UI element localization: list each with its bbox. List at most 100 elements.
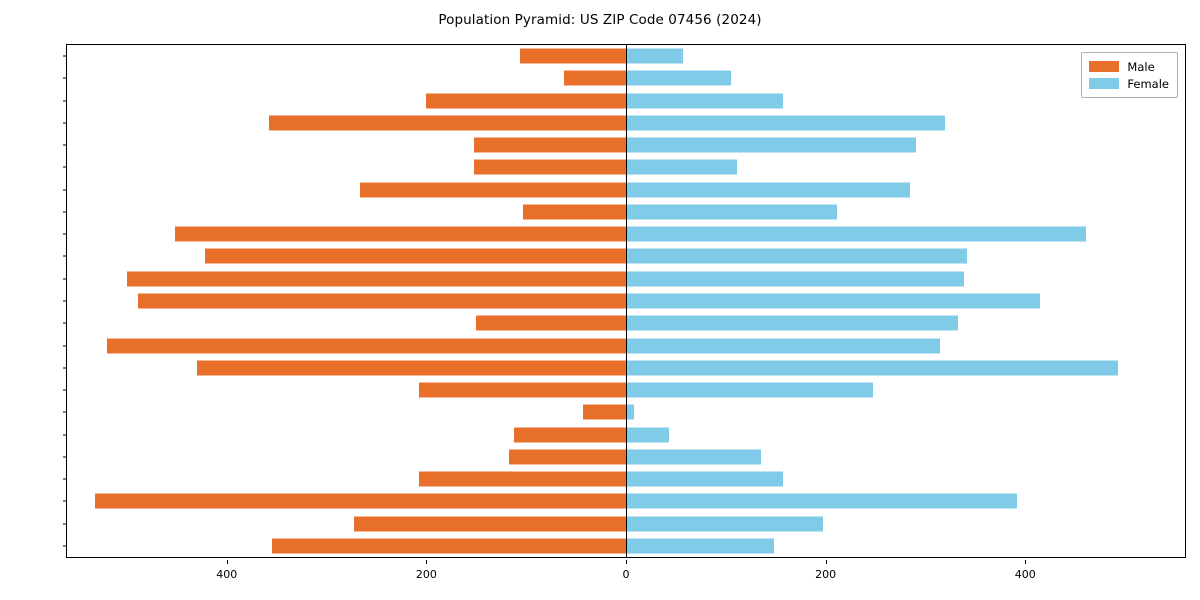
bar-male (474, 137, 626, 153)
pyramid-row (67, 490, 1185, 512)
bar-male (419, 471, 626, 487)
pyramid-row (67, 312, 1185, 334)
pyramid-row (67, 156, 1185, 178)
y-tick-mark (63, 122, 67, 124)
x-tick-mark (825, 560, 827, 564)
y-tick-mark (63, 255, 67, 257)
bar-female (626, 404, 634, 420)
bar-male (94, 493, 626, 509)
bar-female (626, 115, 946, 131)
x-tick-label: 400 (1014, 568, 1036, 581)
bar-male (583, 404, 626, 420)
y-tick-mark (63, 500, 67, 502)
legend: Male Female (1081, 52, 1178, 98)
y-tick-mark (63, 367, 67, 369)
y-tick-mark (63, 478, 67, 480)
bar-female (626, 449, 761, 465)
legend-swatch-male-icon (1089, 61, 1120, 72)
x-tick-mark (626, 560, 627, 564)
x-tick-label: 200 (815, 568, 837, 581)
bar-female (626, 471, 783, 487)
x-tick-label: 400 (216, 568, 238, 581)
bar-male (564, 70, 626, 86)
pyramid-row (67, 468, 1185, 490)
y-tick-mark (63, 233, 67, 235)
plot-area: 400 200 0 200 400 Male Female (63, 44, 1186, 581)
bar-female (626, 48, 683, 64)
bar-female (626, 382, 873, 398)
bar-male (354, 516, 626, 532)
bar-male (360, 182, 626, 198)
y-tick-mark (63, 144, 67, 146)
pyramid-row (67, 535, 1185, 557)
legend-entry-male[interactable]: Male (1089, 58, 1169, 75)
y-tick-mark (63, 456, 67, 458)
legend-entry-female[interactable]: Female (1089, 75, 1169, 92)
y-tick-mark (63, 434, 67, 436)
pyramid-row (67, 201, 1185, 223)
bar-male (196, 360, 626, 376)
y-tick-mark (63, 166, 67, 168)
legend-label-female: Female (1127, 76, 1169, 91)
page-title: Population Pyramid: US ZIP Code 07456 (2… (438, 12, 762, 28)
pyramid-row (67, 290, 1185, 312)
y-tick-mark (63, 55, 67, 57)
bar-male (426, 93, 626, 109)
x-tick-mark (226, 560, 228, 564)
bar-female (626, 516, 823, 532)
zero-axis-line (626, 45, 627, 557)
bar-male (137, 293, 626, 309)
bar-male (419, 382, 626, 398)
y-tick-mark (63, 523, 67, 525)
pyramid-row (67, 134, 1185, 156)
pyramid-row (67, 67, 1185, 89)
bar-female (626, 338, 941, 354)
y-tick-mark (63, 300, 67, 302)
bar-female (626, 293, 1041, 309)
bar-male (514, 427, 626, 443)
bar-male (268, 115, 626, 131)
bar-male (271, 538, 626, 554)
y-tick-mark (63, 545, 67, 547)
bar-female (626, 70, 731, 86)
y-tick-mark (63, 411, 67, 413)
bar-male (126, 271, 626, 287)
y-tick-mark (63, 189, 67, 191)
bar-female (626, 360, 1119, 376)
pyramid-row (67, 334, 1185, 356)
bar-male (474, 159, 626, 175)
pyramid-row (67, 512, 1185, 534)
legend-label-male: Male (1127, 59, 1155, 74)
bar-female (626, 315, 959, 331)
bar-male (476, 315, 626, 331)
bars-layer (67, 45, 1185, 557)
pyramid-row (67, 90, 1185, 112)
pyramid-row (67, 357, 1185, 379)
pyramid-row (67, 446, 1185, 468)
y-tick-mark (63, 345, 67, 347)
pyramid-row (67, 45, 1185, 67)
bar-male (509, 449, 626, 465)
x-tick-label: 200 (415, 568, 437, 581)
y-tick-mark (63, 389, 67, 391)
bar-male (174, 226, 626, 242)
x-tick-mark (1025, 560, 1027, 564)
bar-male (106, 338, 626, 354)
bar-female (626, 93, 783, 109)
bar-female (626, 182, 911, 198)
pyramid-row (67, 423, 1185, 445)
bar-male (204, 248, 626, 264)
pyramid-row (67, 179, 1185, 201)
y-tick-mark (63, 100, 67, 102)
bar-female (626, 204, 837, 220)
pyramid-row (67, 268, 1185, 290)
bar-female (626, 427, 669, 443)
pyramid-row (67, 245, 1185, 267)
bar-female (626, 226, 1087, 242)
bar-female (626, 538, 774, 554)
x-tick-label: 0 (622, 568, 630, 581)
legend-swatch-female-icon (1089, 78, 1120, 89)
pyramid-row (67, 112, 1185, 134)
bar-female (626, 271, 965, 287)
